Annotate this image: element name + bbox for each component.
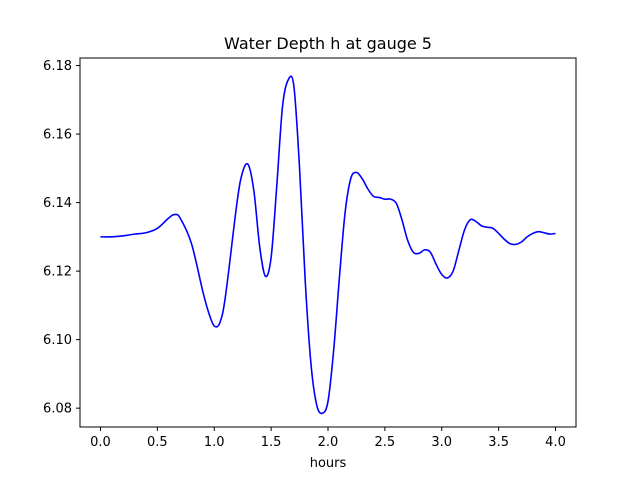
y-tick-label: 6.16 (43, 128, 72, 143)
x-tick-label: 4.0 (545, 435, 566, 450)
y-tick-label: 6.12 (43, 265, 72, 280)
x-axis-label: hours (310, 456, 347, 471)
x-tick-label: 2.0 (318, 435, 339, 450)
chart-title: Water Depth h at gauge 5 (224, 34, 432, 53)
x-tick-label: 3.5 (488, 435, 509, 450)
x-axis: 0.0 0.5 1.0 1.5 2.0 2.5 3.0 3.5 4.0 (90, 427, 566, 450)
y-tick-label: 6.14 (43, 196, 72, 211)
plot-area (79, 57, 577, 428)
y-tick-label: 6.18 (43, 59, 72, 74)
y-tick-label: 6.08 (43, 402, 72, 417)
y-tick-label: 6.10 (43, 333, 72, 348)
x-tick-label: 2.5 (375, 435, 396, 450)
x-tick-label: 3.0 (431, 435, 452, 450)
plot-frame (79, 57, 577, 428)
x-tick-label: 0.0 (90, 435, 111, 450)
x-tick-label: 0.5 (147, 435, 168, 450)
x-tick-label: 1.0 (204, 435, 225, 450)
series-line-0 (100, 75, 556, 415)
y-axis: 6.08 6.10 6.12 6.14 6.16 6.18 (43, 59, 80, 417)
x-tick-label: 1.5 (261, 435, 282, 450)
